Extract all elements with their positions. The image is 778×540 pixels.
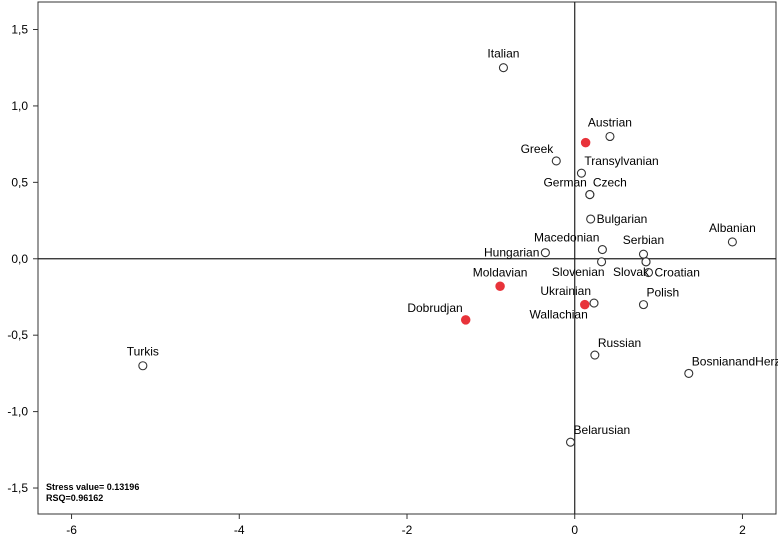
hollow-data-point	[576, 168, 586, 178]
point-label: Albanian	[709, 221, 756, 235]
hollow-data-point	[586, 214, 596, 224]
y-tick-label: 1,5	[11, 23, 28, 37]
point-label: Greek	[521, 142, 555, 156]
data-points	[138, 63, 737, 447]
hollow-data-point	[641, 257, 651, 267]
point-label: Macedonian	[534, 231, 599, 245]
point-label: Ukrainian	[540, 284, 591, 298]
x-tick-label: -6	[66, 523, 77, 537]
hollow-data-point	[643, 267, 654, 278]
point-label: Italian	[487, 47, 519, 61]
point-label: Moldavian	[473, 265, 528, 279]
point-label: German	[543, 176, 586, 190]
hollow-data-point	[727, 237, 737, 247]
x-tick-label: 2	[739, 523, 746, 537]
hollow-data-point	[589, 298, 599, 308]
x-tick-label: -2	[402, 523, 413, 537]
point-label: Croatian	[655, 266, 700, 280]
hollow-data-point	[590, 350, 600, 360]
hollow-data-point	[684, 368, 694, 378]
hollow-data-point	[605, 131, 615, 142]
filled-data-point	[580, 137, 591, 148]
hollow-data-point	[638, 249, 649, 259]
axes: -6 -4 -2 0 2 -1,5 -1,0 -0,5 0,0 0,5 1,0 1,5	[7, 2, 776, 537]
y-tick-label: 1,0	[11, 99, 28, 113]
filled-data-point	[580, 299, 590, 310]
y-tick-label: -1,5	[7, 481, 28, 495]
point-label: Wallachian	[530, 308, 588, 322]
point-label: Polish	[646, 286, 679, 300]
point-label: Transylvanian	[584, 154, 658, 168]
hollow-data-point	[638, 300, 649, 310]
point-label: Serbian	[623, 233, 664, 247]
plot-area	[37, 1, 777, 515]
point-label: Dobrudjan	[407, 301, 462, 315]
stress-annotation: Stress value= 0.13196 RSQ=0.96162	[46, 482, 139, 503]
filled-data-point	[495, 281, 505, 292]
point-label: Turkis	[127, 345, 159, 359]
hollow-data-point	[540, 248, 550, 258]
point-label: Bulgarian	[597, 212, 648, 226]
point-label: Hungarian	[484, 246, 539, 260]
hollow-data-point	[498, 63, 508, 73]
x-tick-label: -4	[234, 523, 245, 537]
hollow-data-point	[597, 257, 607, 267]
point-label: Russian	[598, 336, 641, 350]
filled-data-point	[460, 315, 471, 325]
x-tick-label: 0	[571, 523, 578, 537]
stress-value-text: Stress value= 0.13196	[46, 482, 139, 492]
point-label: Belarusian	[574, 423, 631, 437]
point-label: Czech	[593, 176, 627, 190]
y-tick-label: -0,5	[7, 328, 28, 342]
point-label: BosnianandHerzegovinian	[692, 354, 778, 368]
y-tick-label: 0,0	[11, 252, 28, 266]
y-tick-label: 0,5	[11, 175, 28, 189]
point-label: Slovenian	[552, 265, 605, 279]
hollow-data-point	[565, 437, 576, 447]
plot-frame	[37, 1, 777, 515]
point-label: Austrian	[588, 115, 632, 129]
point-label: Slovak	[613, 265, 650, 279]
y-tick-label: -1,0	[7, 405, 28, 419]
hollow-data-point	[551, 156, 561, 166]
hollow-data-point	[138, 361, 148, 371]
hollow-data-point	[585, 190, 595, 200]
hollow-data-point	[597, 245, 607, 255]
rsq-value-text: RSQ=0.96162	[46, 493, 103, 503]
point-labels: Italian Austrian Greek Transylvanian German C…	[127, 47, 778, 437]
